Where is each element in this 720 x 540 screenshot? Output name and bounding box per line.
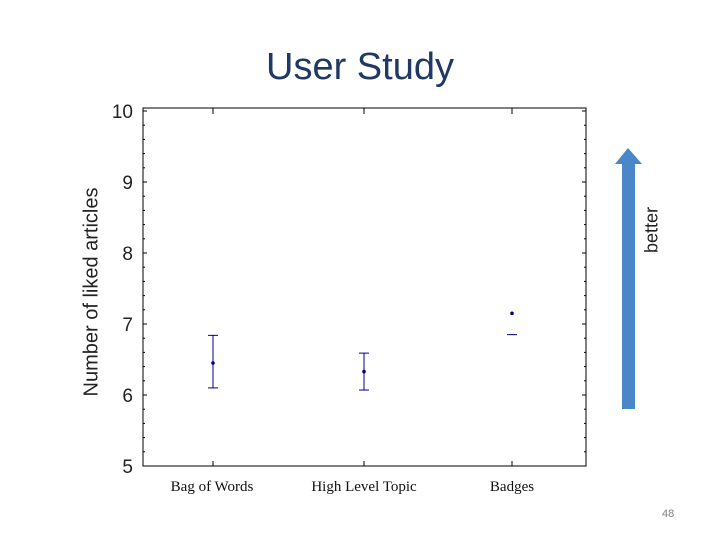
better-label: better	[641, 206, 662, 254]
y-tick-label: 8	[122, 244, 133, 265]
y-tick-label: 7	[122, 315, 133, 336]
data-point	[510, 311, 514, 316]
x-category-label-badges: Badges	[489, 479, 535, 495]
y-axis-label: Number of liked articles	[80, 187, 103, 397]
axes-layer: 5 6 7 8 9 10	[112, 102, 586, 478]
better-arrow-shaft	[622, 163, 635, 409]
better-arrow-head	[615, 148, 642, 164]
y-tick-label: 10	[112, 102, 133, 123]
marks-layer	[208, 311, 517, 391]
data-point	[362, 369, 366, 374]
plot-area-frame	[142, 107, 587, 467]
x-category-label-high-level-topic: High Level Topic	[311, 479, 417, 495]
page-number: 48	[662, 508, 675, 520]
data-point	[211, 361, 215, 365]
y-tick-label: 5	[122, 457, 133, 478]
y-tick-label: 9	[122, 173, 133, 194]
x-category-label-bag-of-words: Bag of Words	[170, 479, 254, 495]
y-tick-label: 6	[122, 386, 133, 407]
slide-title: User Study	[266, 46, 454, 88]
